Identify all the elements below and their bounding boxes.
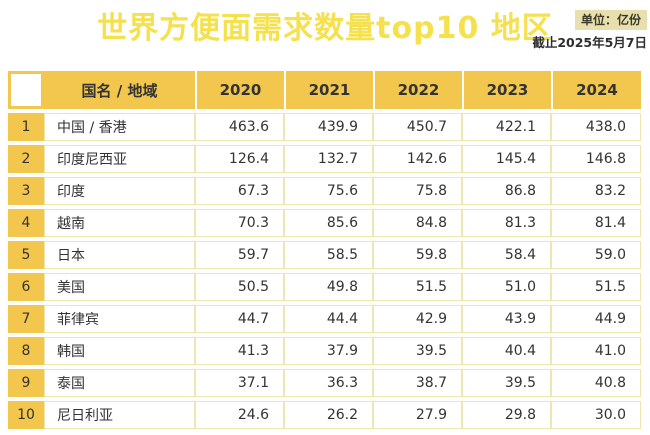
value-cell-2022: 38.7: [373, 369, 462, 397]
value-cell-2023: 86.8: [462, 177, 551, 205]
value-cell-2024: 59.0: [551, 241, 641, 269]
value-cell-2021: 37.9: [284, 337, 373, 365]
value-cell-2024: 44.9: [551, 305, 641, 333]
value-cell-2021: 75.6: [284, 177, 373, 205]
rank-cell: 3: [8, 177, 44, 205]
value-cell-2021: 36.3: [284, 369, 373, 397]
value-cell-2022: 59.8: [373, 241, 462, 269]
country-cell: 越南: [44, 209, 195, 237]
rank-cell: 5: [8, 241, 44, 269]
table-row: 5 日本 59.7 58.5 59.8 58.4 59.0: [8, 241, 641, 269]
value-cell-2024: 40.8: [551, 369, 641, 397]
country-cell: 泰国: [44, 369, 195, 397]
value-cell-2023: 43.9: [462, 305, 551, 333]
header-cell-2022: 2022: [373, 71, 462, 109]
value-cell-2022: 39.5: [373, 337, 462, 365]
value-cell-2024: 83.2: [551, 177, 641, 205]
value-cell-2022: 27.9: [373, 401, 462, 429]
rank-cell: 1: [8, 113, 44, 141]
table-body: 1 中国 / 香港 463.6 439.9 450.7 422.1 438.0 …: [8, 113, 641, 429]
rank-cell: 10: [8, 401, 44, 429]
country-cell: 韩国: [44, 337, 195, 365]
table-row: 8 韩国 41.3 37.9 39.5 40.4 41.0: [8, 337, 641, 365]
rank-cell: 9: [8, 369, 44, 397]
data-table-wrapper: 国名 / 地域 2020 2021 2022 2023 2024 1 中国 / …: [8, 67, 641, 433]
value-cell-2020: 37.1: [195, 369, 284, 397]
table-row: 2 印度尼西亚 126.4 132.7 142.6 145.4 146.8: [8, 145, 641, 173]
rank-cell: 4: [8, 209, 44, 237]
value-cell-2021: 58.5: [284, 241, 373, 269]
value-cell-2024: 438.0: [551, 113, 641, 141]
value-cell-2022: 42.9: [373, 305, 462, 333]
value-cell-2020: 59.7: [195, 241, 284, 269]
value-cell-2020: 50.5: [195, 273, 284, 301]
value-cell-2020: 44.7: [195, 305, 284, 333]
value-cell-2021: 85.6: [284, 209, 373, 237]
country-cell: 日本: [44, 241, 195, 269]
header-cell-2024: 2024: [551, 71, 641, 109]
as-of-date-label: 截止2025年5月7日: [532, 35, 647, 50]
value-cell-2021: 44.4: [284, 305, 373, 333]
header-cell-2021: 2021: [284, 71, 373, 109]
unit-badge: 单位：亿份: [574, 10, 647, 30]
value-cell-2022: 450.7: [373, 113, 462, 141]
value-cell-2020: 70.3: [195, 209, 284, 237]
value-cell-2022: 84.8: [373, 209, 462, 237]
value-cell-2023: 81.3: [462, 209, 551, 237]
rank-cell: 8: [8, 337, 44, 365]
value-cell-2024: 81.4: [551, 209, 641, 237]
country-cell: 印度: [44, 177, 195, 205]
country-cell: 印度尼西亚: [44, 145, 195, 173]
value-cell-2024: 51.5: [551, 273, 641, 301]
value-cell-2024: 30.0: [551, 401, 641, 429]
value-cell-2023: 145.4: [462, 145, 551, 173]
table-row: 10 尼日利亚 24.6 26.2 27.9 29.8 30.0: [8, 401, 641, 429]
demand-table: 国名 / 地域 2020 2021 2022 2023 2024 1 中国 / …: [8, 67, 641, 433]
value-cell-2023: 422.1: [462, 113, 551, 141]
value-cell-2024: 41.0: [551, 337, 641, 365]
value-cell-2023: 51.0: [462, 273, 551, 301]
value-cell-2020: 463.6: [195, 113, 284, 141]
value-cell-2022: 51.5: [373, 273, 462, 301]
country-cell: 尼日利亚: [44, 401, 195, 429]
rank-cell: 2: [8, 145, 44, 173]
value-cell-2020: 126.4: [195, 145, 284, 173]
table-row: 3 印度 67.3 75.6 75.8 86.8 83.2: [8, 177, 641, 205]
value-cell-2023: 39.5: [462, 369, 551, 397]
table-header-row: 国名 / 地域 2020 2021 2022 2023 2024: [8, 71, 641, 109]
table-row: 6 美国 50.5 49.8 51.5 51.0 51.5: [8, 273, 641, 301]
value-cell-2023: 29.8: [462, 401, 551, 429]
table-row: 7 菲律宾 44.7 44.4 42.9 43.9 44.9: [8, 305, 641, 333]
header-cell-country: 国名 / 地域: [44, 71, 195, 109]
value-cell-2024: 146.8: [551, 145, 641, 173]
table-row: 4 越南 70.3 85.6 84.8 81.3 81.4: [8, 209, 641, 237]
value-cell-2020: 24.6: [195, 401, 284, 429]
value-cell-2023: 40.4: [462, 337, 551, 365]
country-cell: 美国: [44, 273, 195, 301]
country-cell: 中国 / 香港: [44, 113, 195, 141]
rank-cell: 6: [8, 273, 44, 301]
header-cell-2023: 2023: [462, 71, 551, 109]
header-cell-2020: 2020: [195, 71, 284, 109]
value-cell-2020: 41.3: [195, 337, 284, 365]
value-cell-2021: 49.8: [284, 273, 373, 301]
value-cell-2022: 75.8: [373, 177, 462, 205]
value-cell-2022: 142.6: [373, 145, 462, 173]
rank-cell: 7: [8, 305, 44, 333]
value-cell-2021: 132.7: [284, 145, 373, 173]
meta-block: 单位：亿份 截止2025年5月7日: [532, 10, 647, 50]
table-row: 9 泰国 37.1 36.3 38.7 39.5 40.8: [8, 369, 641, 397]
page-title: 世界方便面需求数量top10 地区: [97, 11, 553, 46]
value-cell-2021: 26.2: [284, 401, 373, 429]
table-row: 1 中国 / 香港 463.6 439.9 450.7 422.1 438.0: [8, 113, 641, 141]
header-cell-blank: [8, 71, 44, 109]
value-cell-2023: 58.4: [462, 241, 551, 269]
country-cell: 菲律宾: [44, 305, 195, 333]
value-cell-2021: 439.9: [284, 113, 373, 141]
value-cell-2020: 67.3: [195, 177, 284, 205]
